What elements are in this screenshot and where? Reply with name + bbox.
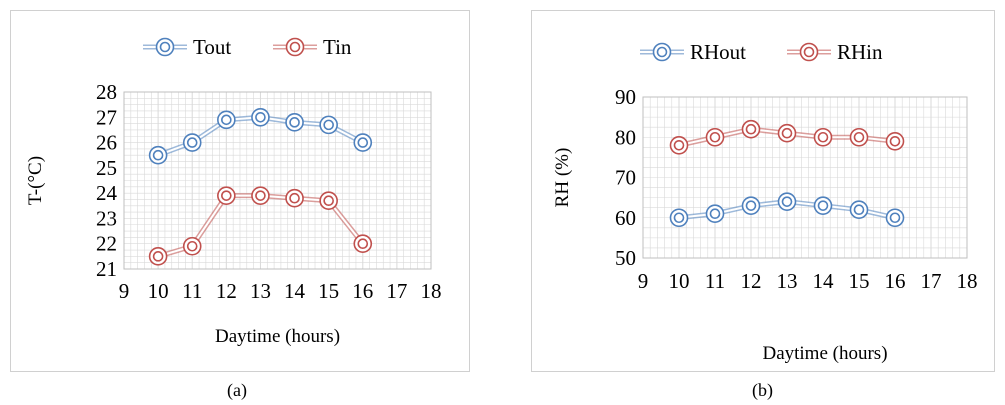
y-tick-label: 28 xyxy=(96,80,117,104)
y-tick-label: 25 xyxy=(96,156,117,180)
series-tin xyxy=(148,186,373,266)
data-point-inner xyxy=(357,238,369,250)
y-tick-label: 23 xyxy=(96,206,117,230)
x-tick-label: 15 xyxy=(849,269,870,293)
x-tick-label: 13 xyxy=(777,269,798,293)
data-point-inner xyxy=(152,149,164,161)
x-tick-label: 13 xyxy=(250,279,271,303)
legend-label-tin: Tin xyxy=(323,35,352,59)
caption-a: (a) xyxy=(227,380,247,400)
x-tick-label: 16 xyxy=(352,279,373,303)
x-tick-label: 10 xyxy=(148,279,169,303)
data-point-inner xyxy=(221,114,232,126)
data-point-inner xyxy=(709,131,721,143)
plot-area xyxy=(642,96,968,259)
x-axis-label: Daytime (hours) xyxy=(762,343,887,364)
legend-marker-inner xyxy=(656,46,668,58)
chart-humidity: 50 60 70 80 90 9 10 11 12 13 14 15 16 17 18 Daytime (ho… xyxy=(552,40,978,364)
data-point-inner xyxy=(323,119,334,131)
y-axis-label: T-(°C) xyxy=(25,156,46,205)
data-point-inner xyxy=(673,212,685,224)
data-point-inner xyxy=(781,196,793,207)
data-point-inner xyxy=(186,240,198,252)
series-rhout xyxy=(669,192,905,228)
legend-label-rhout: RHout xyxy=(690,40,746,64)
x-tick-label: 17 xyxy=(386,279,407,303)
x-tick-label: 15 xyxy=(318,279,339,303)
legend-label-tout: Tout xyxy=(193,35,231,59)
series-tout xyxy=(148,107,373,165)
data-point-inner xyxy=(323,195,334,207)
data-point-inner xyxy=(221,190,232,201)
data-point-inner xyxy=(853,131,865,143)
legend-marker-inner xyxy=(289,41,301,53)
data-point-inner xyxy=(781,127,793,139)
data-point-inner xyxy=(889,135,901,147)
y-tick-label: 27 xyxy=(96,105,117,129)
data-point-inner xyxy=(709,208,721,220)
legend-label-rhin: RHin xyxy=(837,40,883,64)
x-tick-label: 11 xyxy=(182,279,202,303)
y-tick-label: 60 xyxy=(615,206,636,230)
y-tick-label: 21 xyxy=(96,257,117,281)
y-tick-label: 90 xyxy=(615,85,636,109)
x-tick-label: 10 xyxy=(669,269,690,293)
x-tick-label: 14 xyxy=(284,279,306,303)
caption-b: (b) xyxy=(752,380,773,400)
x-tick-label: 17 xyxy=(921,269,942,293)
y-tick-label: 80 xyxy=(615,125,636,149)
y-tick-label: 24 xyxy=(96,181,118,205)
chart-panel-temperature: 21 22 23 24 25 26 27 28 9 10 11 12 13 14 15 16 17 18 Dayti… xyxy=(10,10,470,372)
x-tick-label: 12 xyxy=(741,269,762,293)
x-tick-label: 18 xyxy=(957,269,978,293)
data-point-inner xyxy=(289,117,300,128)
data-point-inner xyxy=(289,192,300,204)
y-axis-label: RH (%) xyxy=(552,148,573,208)
plot-area xyxy=(123,91,432,270)
y-tick-label: 70 xyxy=(615,166,636,190)
data-point-inner xyxy=(745,123,757,135)
data-point-inner xyxy=(673,140,685,151)
grid xyxy=(642,96,968,259)
x-tick-label: 18 xyxy=(421,279,442,303)
data-point-inner xyxy=(817,131,829,143)
y-tick-label: 22 xyxy=(96,232,117,256)
data-point-inner xyxy=(745,200,757,211)
series-rhin xyxy=(669,119,905,155)
x-axis-label: Daytime (hours) xyxy=(215,326,340,347)
x-tick-label: 11 xyxy=(705,269,725,293)
x-tick-label: 12 xyxy=(216,279,237,303)
legend-marker-inner xyxy=(803,46,815,58)
x-tick-label: 9 xyxy=(638,269,649,293)
x-tick-label: 16 xyxy=(885,269,906,293)
data-point-inner xyxy=(152,251,164,262)
chart-panel-humidity: 50 60 70 80 90 9 10 11 12 13 14 15 16 17 18 Daytime (ho… xyxy=(531,10,995,372)
data-point-inner xyxy=(186,137,198,148)
data-point-inner xyxy=(357,137,369,148)
data-point-inner xyxy=(255,190,266,201)
x-tick-label: 14 xyxy=(813,269,835,293)
x-tick-label: 9 xyxy=(119,279,130,303)
data-point-inner xyxy=(853,204,865,215)
y-tick-label: 50 xyxy=(615,246,636,270)
data-point-inner xyxy=(889,212,901,224)
y-tick-label: 26 xyxy=(96,131,117,155)
data-point-inner xyxy=(255,111,266,123)
data-point-inner xyxy=(817,200,829,211)
legend-marker-inner xyxy=(159,41,171,53)
